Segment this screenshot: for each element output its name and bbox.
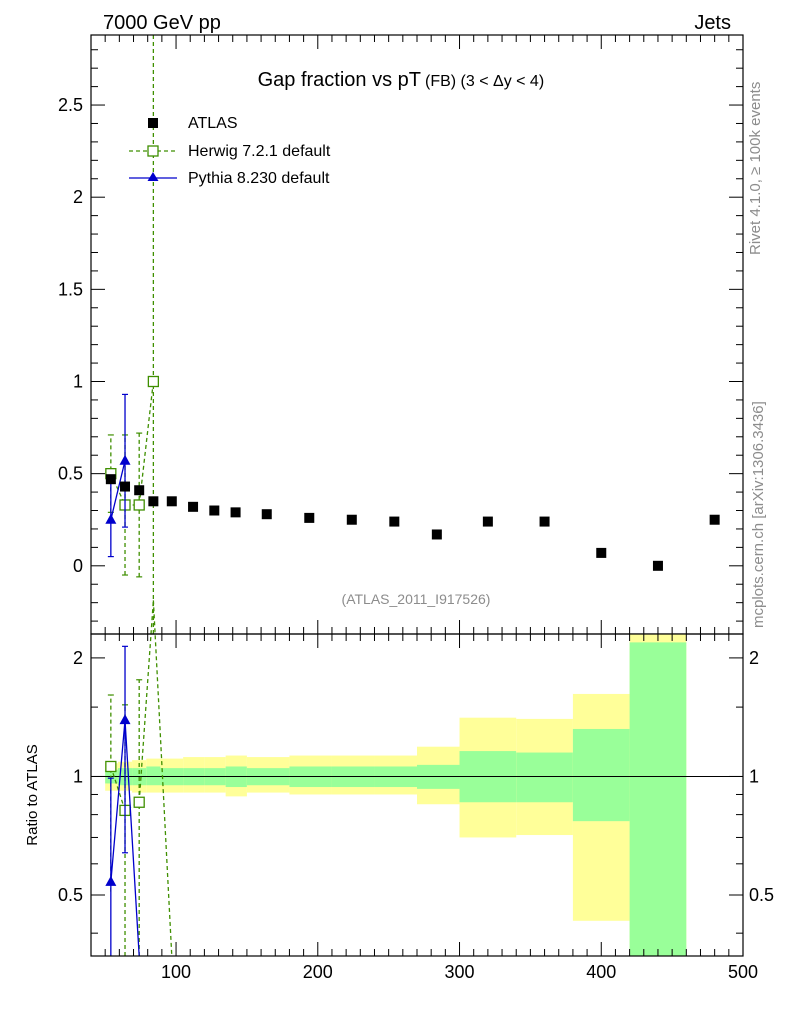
atlas-point: [188, 501, 199, 512]
atlas-point: [209, 505, 220, 516]
ratio-ytick-label-right: 1: [749, 766, 759, 786]
atlas-point: [431, 529, 442, 540]
pythia-point: [119, 454, 131, 465]
legend-label-atlas: ATLAS: [188, 115, 238, 132]
herwig-ratio-point: [105, 760, 117, 773]
ratio-xtick-label: 400: [586, 962, 616, 982]
ratio-xtick-label: 200: [303, 962, 333, 982]
pythia-point: [105, 513, 117, 524]
rivet-label: Rivet 4.1.0, ≥ 100k events: [747, 82, 764, 255]
atlas-point: [389, 516, 400, 527]
atlas-point: [134, 485, 145, 496]
atlas-point: [596, 547, 607, 558]
legend-marker-atlas: [148, 118, 158, 128]
mcplots-label: mcplots.cern.ch [arXiv:1306.3436]: [750, 401, 767, 628]
header-left: 7000 GeV pp: [103, 12, 221, 34]
stat-band: [629, 642, 687, 956]
legend: ATLAS Herwig 7.2.1 default Pythia 8.230 …: [129, 115, 331, 187]
ratio-ytick-label-right: 2: [749, 648, 759, 668]
ratio-ytick-label: 1: [73, 766, 83, 786]
main-title-suffix: (FB) (3 < Δy < 4): [425, 73, 544, 90]
main-ytick-label: 1.5: [58, 279, 83, 299]
stat-band: [516, 752, 573, 803]
stat-band: [146, 766, 161, 786]
pythia-ratio-point: [105, 875, 117, 886]
herwig-ratio-line-tail: [152, 600, 173, 957]
ratio-xtick-label: 100: [161, 962, 191, 982]
ratio-xtick-label: 300: [444, 962, 474, 982]
main-title: Gap fraction vs pT: [258, 69, 421, 91]
pythia-line: [110, 460, 126, 520]
atlas-point: [105, 474, 116, 485]
herwig-point: [147, 375, 160, 388]
atlas-point: [230, 507, 241, 518]
main-ytick-label: 1: [73, 371, 83, 391]
main-ytick-label: 2.5: [58, 95, 83, 115]
atlas-point: [166, 496, 177, 507]
atlas-point: [304, 512, 315, 523]
atlas-point: [482, 516, 493, 527]
herwig-point: [133, 499, 145, 511]
ratio-panel: 0.5 0.5 1 1 2 2 100 200 300 400 500 Ratio to ATLAS: [24, 600, 774, 982]
main-ytick-label: 0: [73, 556, 83, 576]
atlas-point: [346, 514, 357, 525]
ratio-xtick-label: 500: [728, 962, 758, 982]
watermark: (ATLAS_2011_I917526): [342, 591, 491, 607]
herwig-ratio-point: [133, 796, 145, 808]
ratio-ylabel: Ratio to ATLAS: [24, 744, 41, 845]
main-ytick-label: 0.5: [58, 464, 83, 484]
legend-marker-pythia: [147, 172, 159, 181]
ratio-frame: [90, 633, 744, 957]
legend-label-herwig: Herwig 7.2.1 default: [188, 143, 331, 160]
main-panel: 0 0.5 1 1.5 2 2.5 Gap fraction vs pT (FB) (3 …: [58, 34, 744, 635]
ratio-ytick-label: 0.5: [58, 885, 83, 905]
atlas-point: [652, 560, 663, 571]
pythia-ratio-point: [119, 714, 131, 725]
ratio-ytick-label-right: 0.5: [749, 885, 774, 905]
atlas-point: [709, 514, 720, 525]
legend-label-pythia: Pythia 8.230 default: [188, 170, 330, 187]
herwig-line: [110, 381, 155, 506]
atlas-point: [539, 516, 550, 527]
legend-marker-herwig: [147, 145, 159, 157]
stat-band: [572, 728, 630, 822]
ratio-ytick-label: 2: [73, 648, 83, 668]
atlas-point: [148, 496, 159, 507]
atlas-point: [261, 509, 272, 520]
herwig-ratio-line: [110, 600, 155, 812]
main-ytick-label: 2: [73, 187, 83, 207]
header-right: Jets: [694, 12, 731, 34]
atlas-point: [120, 481, 131, 492]
